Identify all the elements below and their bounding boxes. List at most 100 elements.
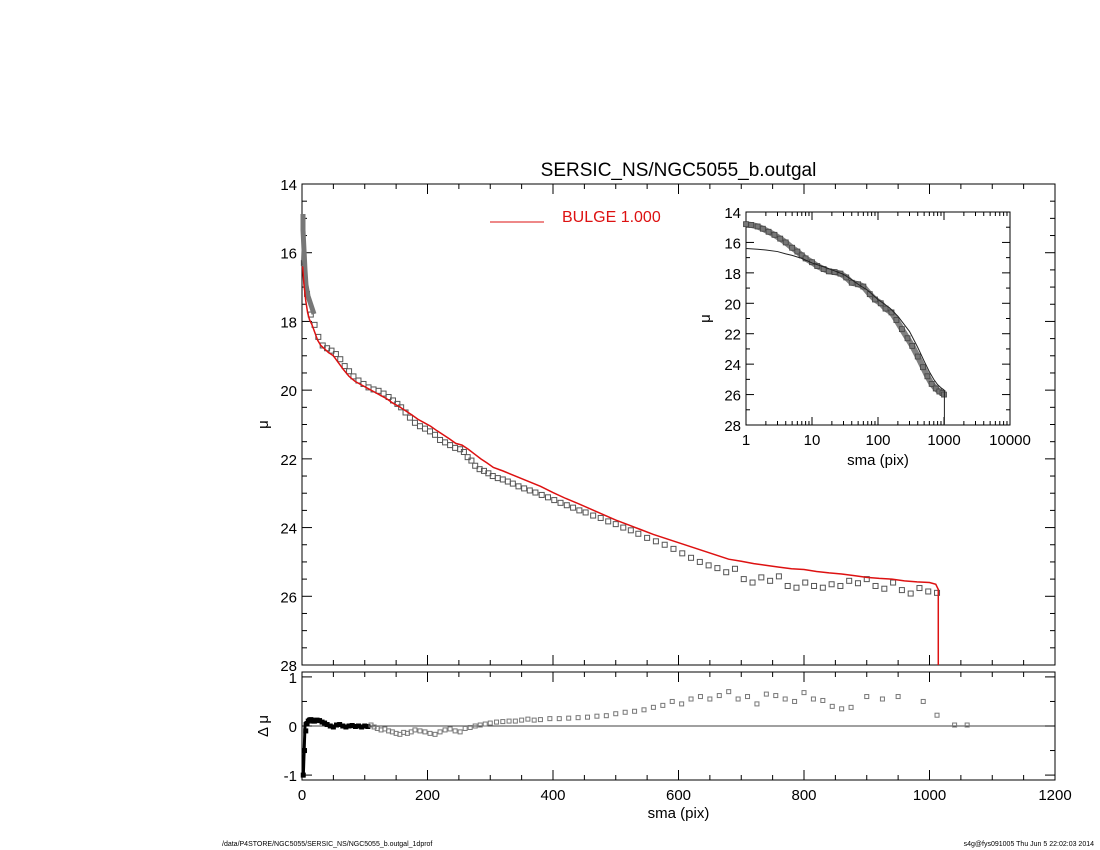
data-point <box>837 582 844 589</box>
footer-file-path: /data/P4STORE/NGC5055/SERSIC_NS/NGC5055_… <box>222 841 433 848</box>
residual-y-tick-label: 1 <box>289 670 297 687</box>
data-point <box>563 502 570 509</box>
inset-x-axis-label: sma (pix) <box>847 452 909 469</box>
data-point <box>934 589 941 596</box>
residual-x-tick-label: 400 <box>540 787 565 804</box>
inset-y-tick-label: 24 <box>724 357 741 374</box>
data-point <box>644 534 651 541</box>
data-point <box>854 580 861 587</box>
residual-point <box>566 715 572 721</box>
inset-data-point <box>924 373 931 380</box>
residual-point <box>371 724 377 730</box>
inset-data-point <box>928 381 935 387</box>
inset-y-tick-label: 22 <box>724 327 741 344</box>
data-point <box>570 504 577 511</box>
inset-data-point <box>893 317 900 323</box>
inset-data-point <box>743 221 749 228</box>
inset-data-point <box>754 223 761 230</box>
data-point <box>597 514 604 521</box>
data-point <box>749 579 756 586</box>
inset-data-point <box>904 335 911 342</box>
data-point <box>504 478 511 485</box>
residual-point <box>547 716 553 722</box>
residual-point <box>920 698 926 704</box>
data-point <box>679 550 686 557</box>
data-point <box>328 347 335 354</box>
inset-data-point <box>914 353 921 360</box>
data-point <box>411 419 418 426</box>
inset-y-tick-label: 14 <box>724 205 741 222</box>
residual-point <box>494 719 500 725</box>
main-y-tick-label: 18 <box>280 314 297 331</box>
data-point <box>612 521 619 528</box>
data-point <box>925 588 932 595</box>
residual-point <box>735 696 741 702</box>
data-point <box>775 573 782 580</box>
residual-point <box>641 707 647 713</box>
residual-point <box>462 725 468 731</box>
inset-x-tick-label: 1 <box>742 432 750 449</box>
data-point <box>521 485 528 492</box>
data-point <box>532 489 539 496</box>
residual-point <box>669 698 675 704</box>
residual-point <box>848 704 854 710</box>
residual-core-stroke <box>301 722 307 778</box>
data-point <box>652 538 659 545</box>
data-point <box>731 565 738 572</box>
residual-point <box>934 712 940 718</box>
data-point <box>350 373 357 380</box>
data-point <box>705 562 712 569</box>
residual-point <box>879 696 885 702</box>
residual-point <box>500 719 506 725</box>
data-point <box>661 541 668 548</box>
inset-y-tick-label: 16 <box>724 235 741 252</box>
data-point <box>758 574 765 581</box>
legend-label: BULGE 1.000 <box>562 209 661 226</box>
residual-point <box>707 696 713 702</box>
data-point <box>670 545 677 552</box>
residual-y-tick-label: -1 <box>284 768 297 785</box>
data-point <box>437 436 444 443</box>
data-point <box>576 507 583 514</box>
residual-point <box>447 726 453 732</box>
data-point <box>544 494 551 501</box>
data-point <box>582 509 589 516</box>
residual-point <box>801 690 807 696</box>
data-point <box>421 425 428 432</box>
data-point <box>406 414 413 421</box>
residual-point <box>472 723 478 729</box>
data-point <box>442 439 449 446</box>
residual-point <box>442 727 448 733</box>
residual-point <box>506 718 512 724</box>
data-point <box>494 475 501 482</box>
data-point <box>551 497 558 504</box>
residual-point <box>487 720 493 726</box>
residual-point <box>457 729 463 735</box>
data-point <box>898 587 905 594</box>
main-y-tick-label: 26 <box>280 589 297 606</box>
inset-x-tick-label: 10000 <box>989 432 1031 449</box>
data-point <box>784 582 791 589</box>
residual-point <box>964 722 970 728</box>
residual-point <box>556 716 562 722</box>
data-point <box>740 576 747 583</box>
inset-y-axis-label: μ <box>697 314 714 323</box>
residual-point <box>512 718 518 724</box>
data-point <box>464 454 471 461</box>
residual-x-tick-label: 0 <box>298 787 306 804</box>
data-point <box>872 582 879 589</box>
data-point <box>881 585 888 592</box>
data-point <box>802 579 809 586</box>
data-point <box>627 527 634 534</box>
residual-series <box>300 689 970 778</box>
data-point <box>460 448 467 455</box>
data-point <box>341 363 348 370</box>
inset-data-point <box>771 231 778 238</box>
data-point <box>499 476 506 483</box>
residual-point <box>412 727 418 733</box>
data-point <box>819 584 826 591</box>
data-point <box>468 457 475 464</box>
data-point <box>416 423 423 430</box>
inset-data-point <box>789 244 796 251</box>
residual-point <box>575 715 581 721</box>
